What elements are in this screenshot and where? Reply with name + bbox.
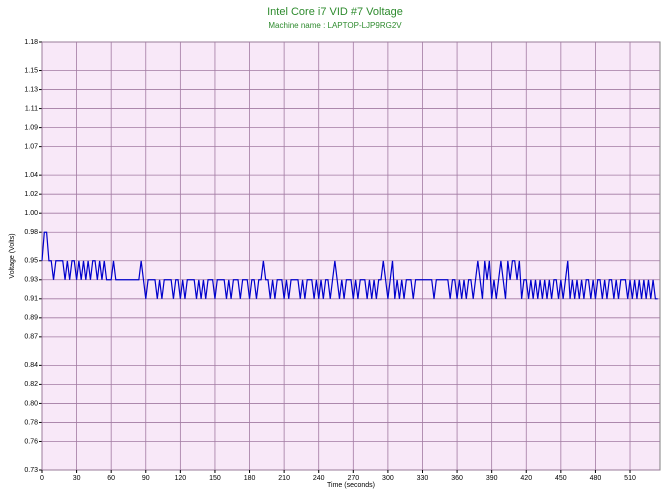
x-tick-label: 390 (486, 475, 498, 482)
x-axis-label: Time (seconds) (327, 482, 375, 489)
y-tick-label: 0.93 (24, 277, 38, 284)
y-tick-label: 1.11 (25, 105, 38, 112)
x-tick-label: 180 (244, 475, 256, 482)
x-tick-label: 240 (313, 475, 325, 482)
y-tick-label: 0.87 (24, 334, 38, 341)
x-tick-label: 60 (107, 475, 115, 482)
x-tick-label: 0 (40, 475, 44, 482)
y-tick-label: 1.15 (24, 67, 38, 74)
y-tick-label: 0.98 (24, 229, 38, 236)
x-tick-label: 360 (451, 475, 463, 482)
x-tick-label: 210 (278, 475, 290, 482)
y-tick-label: 1.07 (24, 143, 38, 150)
y-tick-label: 1.00 (24, 210, 38, 217)
x-tick-label: 90 (142, 475, 150, 482)
x-tick-label: 420 (520, 475, 532, 482)
plot-area (41, 41, 661, 471)
y-tick-label: 0.89 (24, 315, 38, 322)
data-line (41, 231, 658, 300)
y-tick-label: 1.09 (24, 124, 38, 131)
y-tick-label: 0.80 (24, 400, 38, 407)
y-tick-label: 0.91 (24, 296, 38, 303)
y-tick-label: 1.04 (24, 172, 38, 179)
y-axis-label: Voltage (Volts) (9, 233, 16, 278)
y-tick-label: 0.73 (24, 467, 38, 474)
y-tick-label: 0.78 (24, 419, 38, 426)
x-tick-label: 300 (382, 475, 394, 482)
x-tick-label: 510 (624, 475, 636, 482)
x-tick-label: 270 (347, 475, 359, 482)
chart-title: Intel Core i7 VID #7 Voltage (267, 6, 403, 18)
y-tick-label: 0.82 (24, 381, 38, 388)
chart-subtitle: Machine name : LAPTOP-LJP9RG2V (268, 21, 402, 30)
x-tick-label: 120 (175, 475, 187, 482)
x-tick-label: 450 (555, 475, 567, 482)
x-tick-label: 30 (73, 475, 81, 482)
x-tick-label: 150 (209, 475, 221, 482)
y-tick-label: 1.02 (24, 191, 38, 198)
y-tick-label: 0.95 (24, 258, 38, 265)
y-tick-label: 1.18 (24, 39, 38, 46)
y-tick-label: 0.76 (24, 438, 38, 445)
y-tick-label: 1.13 (24, 86, 38, 93)
x-tick-label: 480 (590, 475, 602, 482)
x-tick-label: 330 (417, 475, 429, 482)
y-tick-label: 0.84 (24, 362, 38, 369)
